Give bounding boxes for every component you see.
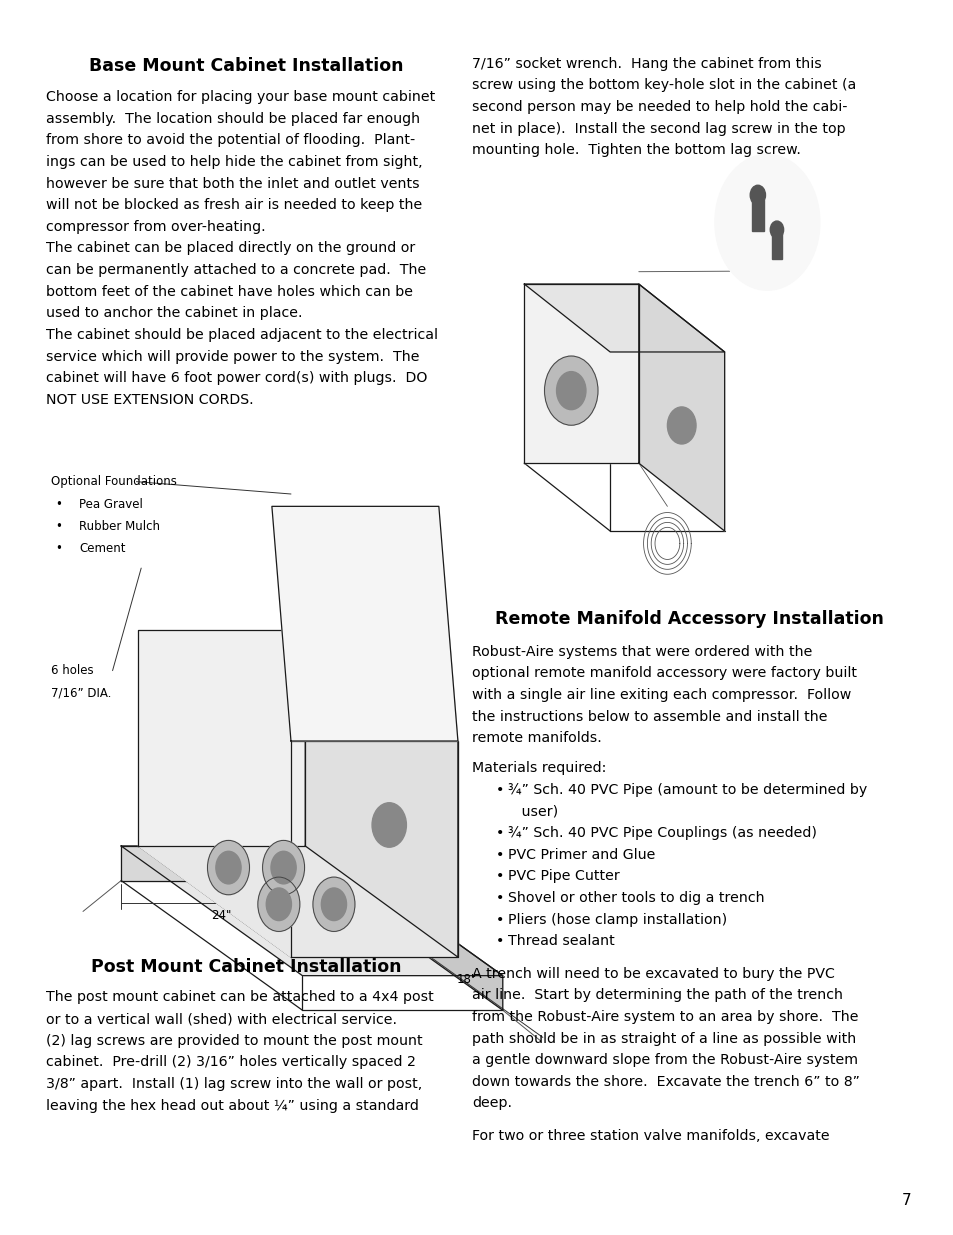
Text: compressor from over-heating.: compressor from over-heating. <box>46 220 265 233</box>
Text: ings can be used to help hide the cabinet from sight,: ings can be used to help hide the cabine… <box>46 154 422 169</box>
Text: Rubber Mulch: Rubber Mulch <box>79 520 160 534</box>
Circle shape <box>257 877 299 931</box>
Text: with a single air line exiting each compressor.  Follow: with a single air line exiting each comp… <box>472 688 851 701</box>
Text: •: • <box>496 913 504 926</box>
Polygon shape <box>138 630 305 846</box>
Circle shape <box>208 841 250 894</box>
Text: The post mount cabinet can be attached to a 4x4 post: The post mount cabinet can be attached t… <box>46 990 433 1004</box>
Text: Post Mount Cabinet Installation: Post Mount Cabinet Installation <box>91 958 401 977</box>
Text: For two or three station valve manifolds, excavate: For two or three station valve manifolds… <box>472 1129 829 1142</box>
Circle shape <box>769 221 782 238</box>
Polygon shape <box>321 846 502 1010</box>
Text: •: • <box>55 542 62 556</box>
Text: a gentle downward slope from the Robust-Aire system: a gentle downward slope from the Robust-… <box>472 1053 858 1067</box>
Text: screw using the bottom key-hole slot in the cabinet (a: screw using the bottom key-hole slot in … <box>472 79 856 93</box>
Text: however be sure that both the inlet and outlet vents: however be sure that both the inlet and … <box>46 177 419 190</box>
Text: Optional Foundations: Optional Foundations <box>51 475 176 489</box>
Polygon shape <box>272 506 457 741</box>
Text: •: • <box>496 826 504 840</box>
Text: PVC Primer and Glue: PVC Primer and Glue <box>508 848 655 862</box>
Text: will not be blocked as fresh air is needed to keep the: will not be blocked as fresh air is need… <box>46 198 421 212</box>
Polygon shape <box>138 846 457 957</box>
Polygon shape <box>121 846 502 976</box>
Text: 7/16” DIA.: 7/16” DIA. <box>51 687 111 700</box>
Text: •: • <box>496 935 504 948</box>
Text: cabinet will have 6 foot power cord(s) with plugs.  DO: cabinet will have 6 foot power cord(s) w… <box>46 370 427 385</box>
Text: Robust-Aire systems that were ordered with the: Robust-Aire systems that were ordered wi… <box>472 645 812 658</box>
Text: Base Mount Cabinet Installation: Base Mount Cabinet Installation <box>89 57 403 75</box>
Text: •: • <box>496 869 504 883</box>
Circle shape <box>714 154 819 290</box>
Bar <box>771 232 781 259</box>
Text: 24": 24" <box>211 909 232 923</box>
Text: Choose a location for placing your base mount cabinet: Choose a location for placing your base … <box>46 90 435 104</box>
Text: leaving the hex head out about ¼” using a standard: leaving the hex head out about ¼” using … <box>46 1099 418 1113</box>
Polygon shape <box>639 284 724 531</box>
Text: 7/16” socket wrench.  Hang the cabinet from this: 7/16” socket wrench. Hang the cabinet fr… <box>472 57 821 70</box>
Text: •: • <box>496 783 504 797</box>
Text: 7: 7 <box>901 1193 910 1208</box>
Circle shape <box>372 803 406 847</box>
Text: Shovel or other tools to dig a trench: Shovel or other tools to dig a trench <box>508 892 764 905</box>
Circle shape <box>667 406 696 445</box>
Text: from the Robust-Aire system to an area by shore.  The: from the Robust-Aire system to an area b… <box>472 1010 858 1024</box>
Circle shape <box>749 185 764 205</box>
Text: used to anchor the cabinet in place.: used to anchor the cabinet in place. <box>46 306 302 320</box>
Text: The cabinet can be placed directly on the ground or: The cabinet can be placed directly on th… <box>46 241 415 256</box>
Text: second person may be needed to help hold the cabi-: second person may be needed to help hold… <box>472 100 847 114</box>
Text: A trench will need to be excavated to bury the PVC: A trench will need to be excavated to bu… <box>472 967 834 981</box>
Text: Remote Manifold Accessory Installation: Remote Manifold Accessory Installation <box>495 610 882 629</box>
Text: remote manifolds.: remote manifolds. <box>472 731 601 745</box>
Polygon shape <box>121 846 321 881</box>
Text: assembly.  The location should be placed far enough: assembly. The location should be placed … <box>46 112 419 126</box>
Text: service which will provide power to the system.  The: service which will provide power to the … <box>46 350 419 363</box>
Text: optional remote manifold accessory were factory built: optional remote manifold accessory were … <box>472 667 857 680</box>
Text: •: • <box>496 892 504 905</box>
Text: ¾” Sch. 40 PVC Pipe Couplings (as needed): ¾” Sch. 40 PVC Pipe Couplings (as needed… <box>508 826 817 840</box>
Circle shape <box>313 877 355 931</box>
Circle shape <box>266 888 292 920</box>
Circle shape <box>544 356 598 425</box>
Text: air line.  Start by determining the path of the trench: air line. Start by determining the path … <box>472 988 842 1003</box>
Text: the instructions below to assemble and install the: the instructions below to assemble and i… <box>472 709 827 724</box>
Text: bottom feet of the cabinet have holes which can be: bottom feet of the cabinet have holes wh… <box>46 284 413 299</box>
Circle shape <box>215 851 241 884</box>
Text: Pea Gravel: Pea Gravel <box>79 498 143 511</box>
Circle shape <box>321 888 346 920</box>
Text: down towards the shore.  Excavate the trench 6” to 8”: down towards the shore. Excavate the tre… <box>472 1074 860 1089</box>
Text: user): user) <box>508 805 558 819</box>
Text: PVC Pipe Cutter: PVC Pipe Cutter <box>508 869 619 883</box>
Text: (2) lag screws are provided to mount the post mount: (2) lag screws are provided to mount the… <box>46 1034 422 1047</box>
Text: Cement: Cement <box>79 542 126 556</box>
Bar <box>751 200 762 231</box>
Polygon shape <box>524 284 724 352</box>
Text: from shore to avoid the potential of flooding.  Plant-: from shore to avoid the potential of flo… <box>46 133 415 147</box>
Text: 6 holes: 6 holes <box>51 664 93 678</box>
Circle shape <box>556 372 585 410</box>
Text: or to a vertical wall (shed) with electrical service.: or to a vertical wall (shed) with electr… <box>46 1013 396 1026</box>
Text: deep.: deep. <box>472 1097 512 1110</box>
Text: net in place).  Install the second lag screw in the top: net in place). Install the second lag sc… <box>472 121 845 136</box>
Text: The cabinet should be placed adjacent to the electrical: The cabinet should be placed adjacent to… <box>46 327 437 342</box>
Text: •: • <box>496 848 504 862</box>
Text: path should be in as straight of a line as possible with: path should be in as straight of a line … <box>472 1031 856 1046</box>
Circle shape <box>262 841 304 894</box>
Text: Pliers (hose clamp installation): Pliers (hose clamp installation) <box>508 913 727 926</box>
Text: mounting hole.  Tighten the bottom lag screw.: mounting hole. Tighten the bottom lag sc… <box>472 143 801 157</box>
Polygon shape <box>305 630 457 957</box>
Text: Thread sealant: Thread sealant <box>508 935 615 948</box>
Text: Materials required:: Materials required: <box>472 761 606 776</box>
Polygon shape <box>524 284 639 463</box>
Polygon shape <box>291 741 457 957</box>
Text: 3/8” apart.  Install (1) lag screw into the wall or post,: 3/8” apart. Install (1) lag screw into t… <box>46 1077 421 1091</box>
Circle shape <box>271 851 295 884</box>
Text: NOT USE EXTENSION CORDS.: NOT USE EXTENSION CORDS. <box>46 393 253 406</box>
Text: •: • <box>55 520 62 534</box>
Text: cabinet.  Pre-drill (2) 3/16” holes vertically spaced 2: cabinet. Pre-drill (2) 3/16” holes verti… <box>46 1055 416 1070</box>
Text: •: • <box>55 498 62 511</box>
Text: can be permanently attached to a concrete pad.  The: can be permanently attached to a concret… <box>46 263 426 277</box>
Text: 18": 18" <box>456 973 476 986</box>
Text: ¾” Sch. 40 PVC Pipe (amount to be determined by: ¾” Sch. 40 PVC Pipe (amount to be determ… <box>508 783 867 797</box>
